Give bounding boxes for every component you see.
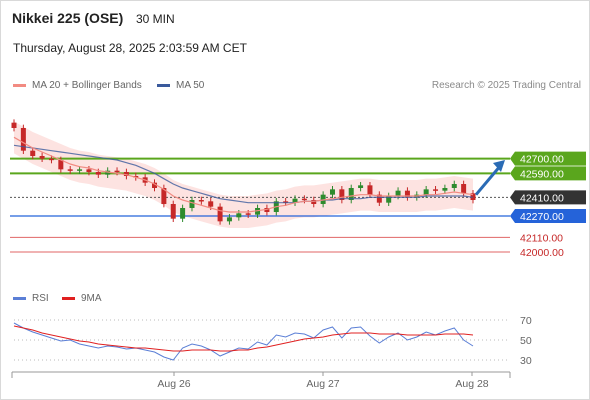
bollinger-band bbox=[14, 121, 473, 228]
candle-body bbox=[208, 201, 214, 207]
rsi-axis-label: 70 bbox=[520, 315, 532, 327]
candle-body bbox=[451, 184, 457, 188]
candle-body bbox=[348, 188, 354, 200]
candle-body bbox=[442, 188, 448, 191]
legend-ma9: 9MA bbox=[62, 293, 102, 304]
level-label-bg bbox=[510, 190, 586, 205]
rsi-axis-label: 50 bbox=[520, 335, 532, 347]
candle-body bbox=[404, 190, 410, 198]
candle-body bbox=[198, 200, 204, 202]
legend-ma20: MA 20 + Bollinger Bands bbox=[13, 80, 142, 91]
rsi-axis-label: 30 bbox=[520, 355, 532, 367]
candle-body bbox=[58, 160, 64, 170]
level-label: 42410.00 bbox=[520, 192, 564, 204]
candle-body bbox=[170, 204, 176, 219]
candle-body bbox=[395, 190, 401, 196]
ma50-swatch bbox=[157, 84, 170, 87]
candle-body bbox=[236, 213, 242, 218]
ma50-line bbox=[13, 144, 474, 204]
candle-body bbox=[311, 200, 317, 204]
candle-body bbox=[423, 189, 429, 195]
candle-body bbox=[20, 128, 26, 151]
level-label-bg bbox=[510, 209, 586, 223]
x-tick-label: Aug 28 bbox=[455, 378, 488, 390]
legend-ma9-label: 9MA bbox=[81, 293, 102, 304]
candle-body bbox=[77, 169, 83, 171]
candle-body bbox=[48, 158, 54, 161]
candle-body bbox=[226, 217, 232, 222]
ma9-swatch bbox=[62, 297, 75, 300]
candle-body bbox=[114, 170, 120, 173]
candle-body bbox=[470, 193, 476, 200]
candle-body bbox=[264, 208, 270, 212]
rsi-ma9-line bbox=[13, 325, 474, 352]
candle-body bbox=[339, 189, 345, 200]
candle-body bbox=[95, 172, 101, 175]
candle-body bbox=[105, 170, 111, 175]
legend-rsi-label: RSI bbox=[32, 293, 49, 304]
level-label: 42590.00 bbox=[520, 168, 564, 180]
forecast-arrow bbox=[474, 164, 503, 196]
ma20-swatch bbox=[13, 84, 26, 87]
candle-body bbox=[245, 213, 251, 215]
level-label: 42270.00 bbox=[520, 211, 564, 223]
candle-body bbox=[367, 185, 373, 195]
x-tick-label: Aug 26 bbox=[157, 378, 190, 390]
candle-body bbox=[376, 194, 382, 203]
candle-body bbox=[86, 169, 92, 172]
rsi-swatch bbox=[13, 297, 26, 300]
candle-body bbox=[39, 156, 45, 159]
candle-body bbox=[433, 189, 439, 191]
candle-body bbox=[292, 198, 298, 203]
legend-rsi: RSI bbox=[13, 293, 49, 304]
instrument-title: Nikkei 225 (OSE) bbox=[12, 10, 124, 26]
candle-body bbox=[320, 194, 326, 204]
forecast-arrow-head bbox=[493, 160, 505, 172]
candle-body bbox=[255, 208, 261, 215]
level-label-bg bbox=[510, 166, 586, 181]
candle-body bbox=[161, 188, 167, 204]
candle-body bbox=[123, 172, 129, 176]
candle-body bbox=[301, 198, 307, 201]
level-label: 42000.00 bbox=[520, 247, 564, 259]
ma20-line bbox=[13, 136, 474, 213]
candle-body bbox=[386, 196, 392, 203]
legend-ma50-label: MA 50 bbox=[176, 80, 205, 91]
candle-body bbox=[217, 206, 223, 222]
credit-text: Research © 2025 Trading Central bbox=[431, 80, 581, 91]
candle-body bbox=[11, 122, 17, 128]
level-label: 42700.00 bbox=[520, 154, 564, 166]
candle-body bbox=[180, 208, 186, 219]
candle-body bbox=[152, 182, 158, 188]
candle-body bbox=[189, 200, 195, 208]
level-label: 42110.00 bbox=[520, 232, 563, 244]
x-tick-label: Aug 27 bbox=[306, 378, 339, 390]
candle-body bbox=[358, 185, 364, 188]
candle-body bbox=[30, 150, 36, 156]
timeframe-label: 30 MIN bbox=[136, 12, 175, 26]
legend-ma20-label: MA 20 + Bollinger Bands bbox=[32, 80, 142, 91]
candle-body bbox=[329, 189, 335, 195]
datetime-label: Thursday, August 28, 2025 2:03:59 AM CET bbox=[13, 41, 247, 55]
level-label-bg bbox=[510, 151, 586, 166]
legend-ma50: MA 50 bbox=[157, 80, 204, 91]
candle-body bbox=[67, 169, 73, 171]
candle-body bbox=[461, 184, 467, 194]
